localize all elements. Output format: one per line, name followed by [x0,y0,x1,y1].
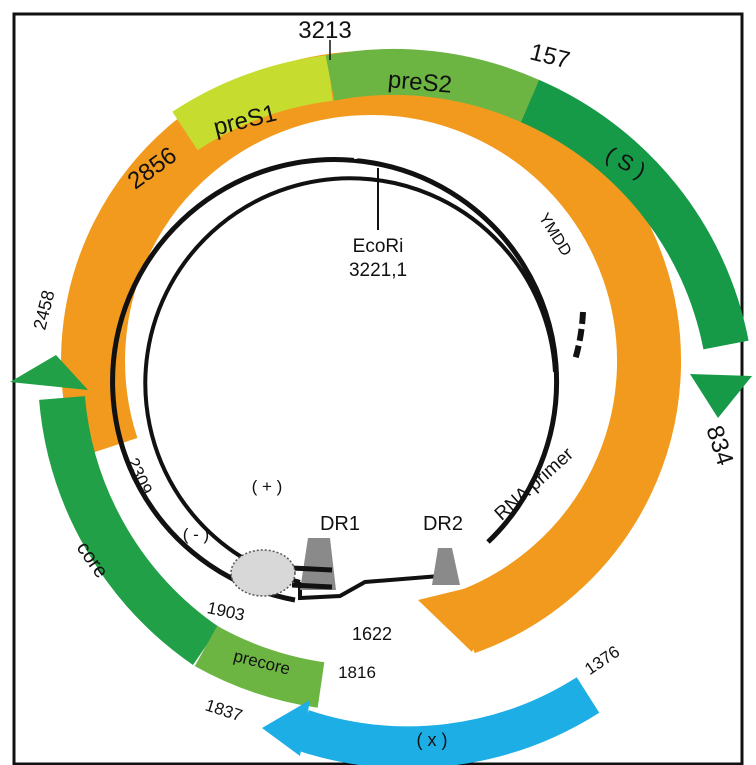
inner-dna-strand [143,176,557,584]
pos-834: 834 [700,422,738,468]
pos-1622: 1622 [352,624,392,644]
dr1-mark-2 [291,582,333,590]
x-gene-arrowhead [262,700,310,756]
dr1-box [300,538,336,590]
core-arrowhead [10,355,88,390]
polymerase-arrowhead [418,580,500,652]
pos-1376: 1376 [581,642,623,679]
label-ecori: EcoRi [353,236,404,257]
label-dr2: DR2 [423,513,463,535]
pos-3213: 3213 [298,17,351,44]
label-minus-strand: ( - ) [183,525,209,544]
dashed-dna-gap [572,311,586,361]
pos-2458: 2458 [29,288,58,332]
pos-157: 157 [527,39,572,75]
s-gene-arrowhead [690,374,752,418]
pos-1903: 1903 [205,598,246,624]
pres1-arc [172,55,334,151]
terminal-protein [230,549,296,597]
pos-1837: 1837 [203,696,245,726]
label-plus-strand: ( + ) [252,477,283,496]
label-x: ( x ) [417,730,448,750]
pos-1816: 1816 [338,663,376,682]
precore-arc [194,625,325,708]
dr2-box [432,548,460,585]
label-ymdd: YMDD [535,210,574,259]
pos-2309: 2309 [123,455,156,497]
dr1-mark-1 [291,565,333,573]
pres2-arc [325,48,540,123]
s-gene-arc [520,79,749,350]
label-ecori-pos: 3221,1 [349,260,407,281]
label-dr1: DR1 [320,513,360,535]
x-gene-arc [295,677,600,765]
label-pres2: preS2 [387,66,453,98]
polymerase-arc [61,51,681,654]
connector-strand [298,573,453,601]
core-arc [39,395,220,665]
